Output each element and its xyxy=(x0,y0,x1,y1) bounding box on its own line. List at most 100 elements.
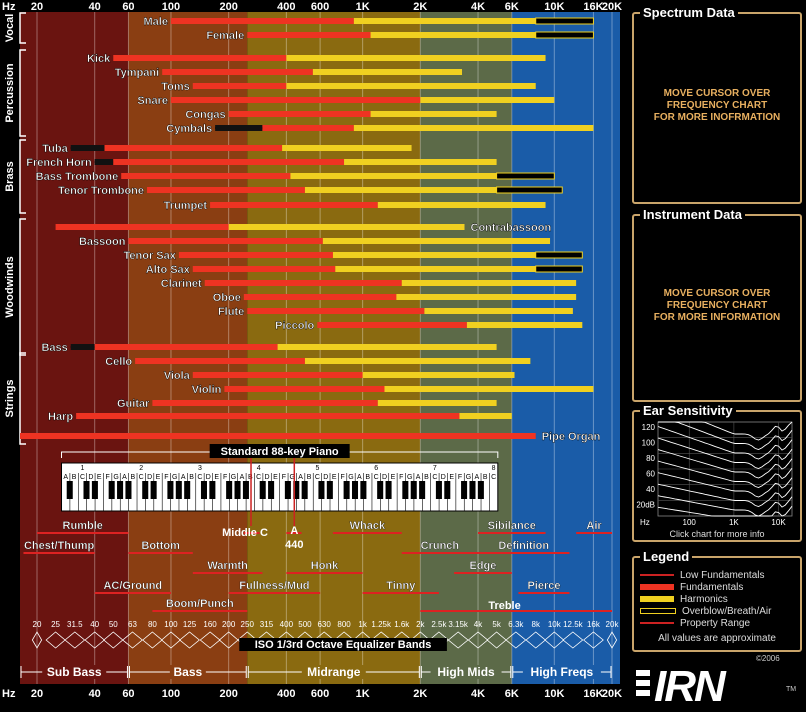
piano-note-name: B xyxy=(483,474,488,481)
spectrum-data-message: MOVE CURSOR OVER FREQUENCY CHART FOR MOR… xyxy=(634,88,800,124)
ear-sensitivity-panel[interactable]: Ear Sensitivity 120 100 80 60 40 20dB Hz 100 1K 1… xyxy=(632,403,802,542)
harmonic-bar xyxy=(312,69,463,75)
spectrum-msg-line: FREQUENCY CHART xyxy=(666,100,768,111)
descriptor-label: 440 xyxy=(285,539,303,551)
fundamental-bar xyxy=(262,125,354,131)
piano-note-name: B xyxy=(130,474,135,481)
ear-sensitivity-note[interactable]: Click chart for more info xyxy=(669,529,765,539)
harmonics-swatch xyxy=(640,596,674,603)
legend-label: Low Fundamentals xyxy=(680,570,765,581)
ear-x-tick: 1K xyxy=(729,518,739,527)
eq-band-label: 20k xyxy=(606,620,620,629)
eq-band-label: 315 xyxy=(260,620,274,629)
ear-curve xyxy=(657,472,793,498)
piano-note-name: F xyxy=(282,474,286,481)
descriptor-label: Crunch xyxy=(421,540,460,552)
instrument-label: Pipe Organ xyxy=(542,431,601,443)
fundamental-bar xyxy=(170,97,421,103)
piano-note-name: E xyxy=(332,474,337,481)
bottom-axis-prefix: Hz xyxy=(2,688,16,700)
band-label-bg xyxy=(522,665,601,679)
bottom-tick-label: 10K xyxy=(544,688,564,700)
piano-note-name: D xyxy=(147,474,152,481)
low-fundamental-range xyxy=(70,344,95,350)
descriptor: Rumble xyxy=(37,520,129,534)
instrument-row: Tenor Sax xyxy=(123,250,583,262)
group-label-strings: Strings xyxy=(4,380,16,418)
instrument-row: Cello xyxy=(105,356,531,368)
top-tick-label: 6K xyxy=(505,1,519,13)
descriptor-label: Middle C xyxy=(222,527,268,539)
piano-note-name: F xyxy=(399,474,403,481)
instrument-label: French Horn xyxy=(26,157,92,169)
eq-band-label: 1.25k xyxy=(371,620,392,629)
bottom-tick-label: 20 xyxy=(31,688,43,700)
instrument-label: Tuba xyxy=(42,143,68,155)
piano-note-name: C xyxy=(315,474,320,481)
instrument-row: Tenor Trombone xyxy=(58,185,563,197)
top-tick-label: 1K xyxy=(356,1,370,13)
ear-curve xyxy=(657,426,793,460)
fundamentals-swatch xyxy=(640,584,674,591)
instrument-label: Cello xyxy=(105,356,132,368)
overblow-bar xyxy=(535,251,583,259)
top-tick-label: 16K xyxy=(583,1,603,13)
eq-band-label: 10k xyxy=(548,620,562,629)
fundamental-bar xyxy=(162,69,313,75)
instrument-row: Clarinet xyxy=(161,278,577,290)
group-bracket-strings xyxy=(19,352,26,445)
piano-note-name: G xyxy=(172,474,177,481)
ear-y-tick: 60 xyxy=(646,470,655,479)
descriptor: Crunch xyxy=(401,540,479,554)
ear-y-tick: 20dB xyxy=(636,501,655,510)
piano-note-name: A xyxy=(122,474,127,481)
instrument-label: Tenor Trombone xyxy=(58,185,144,197)
eq-band-shape xyxy=(562,631,584,649)
group-label-woodwinds: Woodwinds xyxy=(4,256,16,318)
descriptor-label: Treble xyxy=(488,600,520,612)
instrument-label: Piccolo xyxy=(275,320,314,332)
piano-note-name: E xyxy=(156,474,161,481)
eq-band-label: 6.3k xyxy=(508,620,524,629)
descriptor-label: Whack xyxy=(350,520,386,532)
piano-note-name: D xyxy=(323,474,328,481)
instrument-row: Bass xyxy=(41,342,497,354)
eq-band-label: 12.5k xyxy=(563,620,584,629)
descriptor: Pierce xyxy=(518,580,570,594)
ear-sensitivity-chart[interactable]: 120 100 80 60 40 20dB Hz 100 1K 10K xyxy=(634,412,800,540)
fundamental-bar xyxy=(243,294,397,300)
instrument-label: Oboe xyxy=(213,292,241,304)
instrument-row: Viola xyxy=(164,370,515,382)
band-label: Bass xyxy=(174,665,203,679)
ear-curve xyxy=(658,421,793,450)
instrument-row: Bassoon xyxy=(79,236,551,248)
instrument-row: Flute xyxy=(218,306,573,318)
eq-band-label: 400 xyxy=(280,620,294,629)
instrument-label: Female xyxy=(206,30,244,42)
legend-item-low-fundamentals: Low Fundamentals xyxy=(640,570,765,582)
eq-band-label: 1.6k xyxy=(394,620,410,629)
fundamental-bar xyxy=(55,224,229,230)
property-range-swatch xyxy=(640,622,674,625)
fundamental-bar xyxy=(192,266,336,272)
group-bracket-bg-woodwinds xyxy=(3,219,17,355)
low-fundamental-range xyxy=(70,145,105,151)
instrument-label: Bass xyxy=(41,342,67,354)
instrument-msg-line: FOR MORE INFORMATION xyxy=(653,312,781,323)
piano-note-name: C xyxy=(197,474,202,481)
eq-label-bg xyxy=(239,638,447,651)
piano-octave-number: 2 xyxy=(139,465,143,472)
piano-note-name: E xyxy=(97,474,102,481)
instrument-label: Viola xyxy=(164,370,191,382)
instrument-row: Trumpet xyxy=(163,200,546,212)
irn-logo: IRN ©2006 TM xyxy=(636,654,796,711)
fundamental-bar xyxy=(247,308,425,314)
bottom-tick-label: 400 xyxy=(277,688,295,700)
descriptor-label: Honk xyxy=(311,560,339,572)
top-tick-label: 2K xyxy=(413,1,427,13)
low-fundamental-range xyxy=(215,125,263,131)
bottom-tick-label: 100 xyxy=(162,688,180,700)
band-label-bg xyxy=(301,665,366,679)
fundamental-bar xyxy=(317,322,467,328)
